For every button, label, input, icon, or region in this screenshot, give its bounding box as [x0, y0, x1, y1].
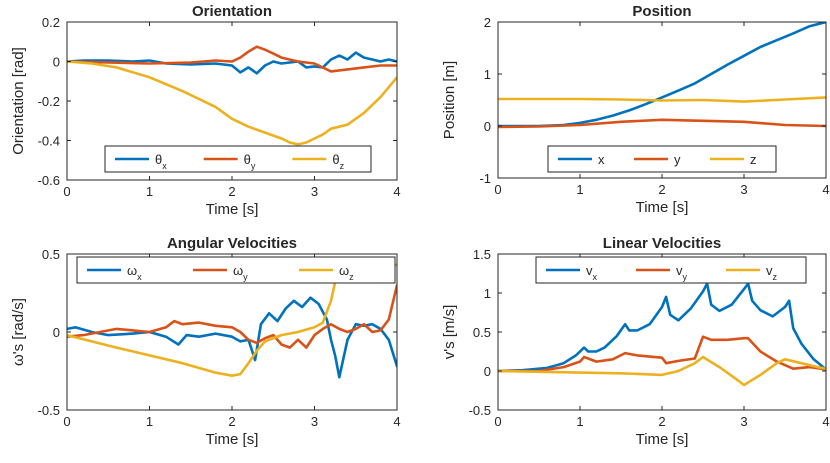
linear_velocities-xtick-label: 1 [576, 414, 583, 429]
linear_velocities-ytick-label: 0 [484, 364, 491, 379]
angular_velocities-legend-label-ωx: ωx [127, 263, 142, 282]
orientation-legend-label-θx: θx [155, 152, 167, 171]
orientation-ytick-label: -0.2 [38, 94, 60, 109]
position-ytick-label: 1 [484, 67, 491, 82]
angular_velocities-xtick-label: 3 [311, 414, 318, 429]
orientation-xtick-label: 4 [393, 184, 400, 199]
position-series-z [498, 96, 826, 103]
position-ylabel: Position [m] [441, 61, 458, 139]
linear_velocities-series-vy [498, 335, 826, 373]
linear_velocities-xtick-label: 0 [494, 414, 501, 429]
position-xtick-label: 1 [576, 182, 583, 197]
angular_velocities-ytick-label: 0 [53, 325, 60, 340]
linear_velocities-title: Linear Velocities [603, 235, 721, 252]
orientation-xtick-label: 1 [146, 184, 153, 199]
orientation-legend-box [104, 145, 372, 173]
position-xtick-label: 3 [740, 182, 747, 197]
position-legend: x y z [547, 145, 777, 173]
angular_velocities-legend-label-ωz: ωz [339, 263, 354, 282]
angular_velocities-xtick-label: 2 [228, 414, 235, 429]
position-xlabel: Time [s] [636, 199, 689, 216]
position-legend-label-z: z [750, 152, 757, 167]
linear_velocities-ytick-label: -0.5 [469, 403, 491, 418]
linear_velocities-series-vz [498, 355, 826, 387]
linear_velocities-legend: vx vy vz [535, 256, 807, 284]
linear_velocities-legend-box [535, 256, 807, 284]
angular_velocities-xtick-label: 0 [63, 414, 70, 429]
orientation-ytick-label: 0 [53, 55, 60, 70]
position-xtick-label: 0 [494, 182, 501, 197]
orientation-xtick-label: 0 [63, 184, 70, 199]
orientation-ytick-label: -0.4 [38, 134, 60, 149]
position-ytick-label: 2 [484, 15, 491, 30]
orientation-legend-label-θz: θz [332, 152, 344, 171]
orientation-series-θy [67, 45, 397, 73]
linear_velocities-legend-label-vx: vx [586, 263, 598, 282]
linear_velocities-series-group [498, 282, 826, 387]
orientation-ytick-label: -0.6 [38, 173, 60, 188]
linear_velocities-ytick-label: 1 [484, 286, 491, 301]
position-title: Position [632, 3, 691, 20]
linear_velocities-legend-label-vy: vy [676, 263, 688, 282]
angular_velocities-legend: ωx ωy ωz [76, 256, 396, 284]
linear_velocities-xlabel: Time [s] [636, 431, 689, 448]
angular_velocities-legend-box [76, 256, 396, 284]
angular_velocities-ylabel: ω's [rad/s] [10, 298, 27, 366]
angular_velocities-series-ωy [67, 283, 397, 349]
linear_velocities-legend-label-vz: vz [766, 263, 778, 282]
orientation-title: Orientation [192, 3, 272, 20]
linear_velocities-ytick-label: 0.5 [473, 325, 491, 340]
angular_velocities-xtick-label: 1 [146, 414, 153, 429]
orientation-xtick-label: 2 [228, 184, 235, 199]
angular_velocities-ytick-label: -0.5 [38, 403, 60, 418]
angular_velocities-title: Angular Velocities [167, 235, 297, 252]
position-ytick-label: -1 [479, 171, 491, 186]
orientation-series-θz [67, 60, 397, 146]
position-legend-label-y: y [674, 152, 681, 167]
angular_velocities-legend-label-ωy: ωy [233, 263, 248, 282]
linear_velocities-series-vx [498, 282, 826, 373]
orientation-series-group [67, 45, 397, 146]
angular_velocities-ytick-label: 0.5 [42, 247, 60, 262]
orientation-xlabel: Time [s] [206, 201, 259, 218]
linear_velocities-xtick-label: 2 [658, 414, 665, 429]
position-series-y [498, 118, 826, 129]
angular_velocities-series-ωx [67, 296, 397, 379]
orientation-legend: θx θy θz [104, 145, 372, 173]
angular_velocities-xtick-label: 4 [393, 414, 400, 429]
position-series-group [498, 22, 826, 129]
position-legend-label-x: x [598, 152, 605, 167]
orientation-ylabel: Orientation [rad] [10, 47, 27, 155]
orientation-panel: 0 1 2 3 4 -0.6 -0.4 -0.2 0 0.2 Orientation Time [s]… [10, 3, 401, 218]
position-series-x [498, 22, 826, 128]
angular_velocities-xlabel: Time [s] [206, 431, 259, 448]
position-xtick-label: 2 [658, 182, 665, 197]
orientation-ytick-label: 0.2 [42, 15, 60, 30]
linear_velocities-xtick-label: 3 [740, 414, 747, 429]
linear_velocities-ylabel: v's [m/s] [441, 305, 458, 360]
position-xtick-label: 4 [822, 182, 829, 197]
orientation-legend-label-θy: θy [244, 152, 256, 171]
orientation-xtick-label: 3 [311, 184, 318, 199]
linear_velocities-xtick-label: 4 [822, 414, 829, 429]
linear_velocities-ytick-label: 1.5 [473, 247, 491, 262]
position-ytick-label: 0 [484, 119, 491, 134]
